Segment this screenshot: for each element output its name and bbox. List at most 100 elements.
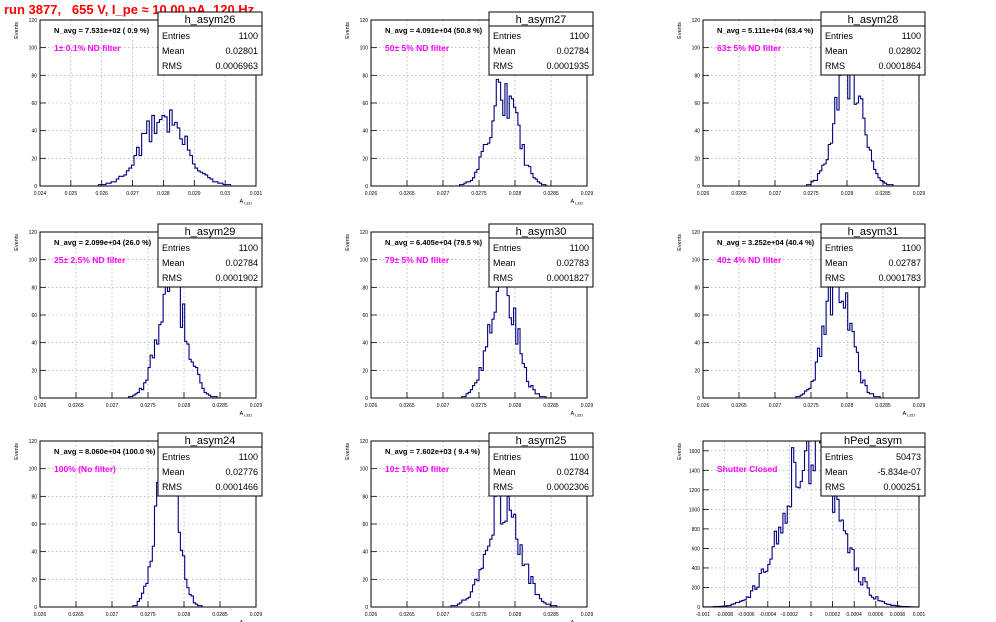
x-tick-label: 0.026 xyxy=(365,612,378,618)
y-tick-label: 80 xyxy=(694,73,700,79)
y-axis-title: Events xyxy=(14,443,20,460)
navg-label: N_avg = 6.405e+04 (79.5 %) xyxy=(385,238,483,247)
stats-box xyxy=(488,223,594,288)
x-tick-label: 0.029 xyxy=(913,191,926,197)
stats-value: 1100 xyxy=(239,452,258,462)
x-tick-label: 0.0002 xyxy=(825,612,841,618)
stats-label: RMS xyxy=(162,61,182,71)
stats-label: RMS xyxy=(162,273,182,283)
x-tick-label: 0.026 xyxy=(697,403,710,409)
x-tick-label: 0.0265 xyxy=(68,612,84,618)
histogram-name: h_asym30 xyxy=(516,226,567,238)
filter-label: 1± 0.1% ND filter xyxy=(54,43,121,53)
x-tick-label: 0.027 xyxy=(126,191,139,197)
y-tick-label: 40 xyxy=(694,129,700,135)
stats-label: RMS xyxy=(825,273,845,283)
stats-value: 0.02802 xyxy=(888,46,921,56)
stats-label: Mean xyxy=(493,467,516,477)
histogram-line xyxy=(702,440,920,608)
x-tick-label: 0.0275 xyxy=(140,403,156,409)
histogram-panel-h_asym29: 0 20 40 60 80 100 120 0.026 0.0265 0.027 0.0275 0.0… xyxy=(14,223,263,418)
x-tick-label: 0.028 xyxy=(841,403,854,409)
y-tick-label: 20 xyxy=(362,577,368,583)
y-tick-label: 120 xyxy=(360,230,369,236)
y-axis-title: Events xyxy=(677,22,683,39)
x-tick-label: 0.029 xyxy=(581,191,594,197)
stats-label: RMS xyxy=(825,61,845,71)
stats-label: Entries xyxy=(493,452,522,462)
x-tick-label: 0.0285 xyxy=(875,191,891,197)
y-tick-label: 20 xyxy=(31,156,37,162)
histogram-name: h_asym31 xyxy=(848,226,899,238)
stats-label: Entries xyxy=(162,243,191,253)
filter-label: 50± 5% ND filter xyxy=(385,43,450,53)
stats-value: 0.0006963 xyxy=(215,61,258,71)
x-tick-label: 0.0275 xyxy=(803,191,819,197)
y-tick-label: 1000 xyxy=(689,507,700,513)
histogram-name: h_asym29 xyxy=(185,226,236,238)
y-tick-label: 120 xyxy=(692,230,701,236)
y-tick-label: 60 xyxy=(694,313,700,319)
stats-label: RMS xyxy=(825,482,845,492)
x-tick-label: 0.0265 xyxy=(731,191,747,197)
y-axis-title: Events xyxy=(345,234,351,251)
stats-value: 0.02776 xyxy=(225,467,258,477)
x-axis-title: ALED xyxy=(903,411,916,418)
filter-label: 79± 5% ND filter xyxy=(385,255,450,265)
y-tick-label: 0 xyxy=(697,396,700,402)
x-tick-label: 0.0275 xyxy=(471,191,487,197)
navg-label: N_avg = 8.060e+04 (100.0 %) xyxy=(54,447,156,456)
x-tick-label: 0.027 xyxy=(106,403,119,409)
x-tick-label: 0.0265 xyxy=(68,403,84,409)
x-tick-label: 0.029 xyxy=(250,403,263,409)
stats-value: 0.02787 xyxy=(888,258,921,268)
stats-value: 0.000251 xyxy=(883,482,921,492)
y-tick-label: 80 xyxy=(362,494,368,500)
x-tick-label: 0.0285 xyxy=(543,612,559,618)
histogram-name: h_asym27 xyxy=(516,14,567,26)
x-tick-label: 0.028 xyxy=(509,403,522,409)
stats-label: Entries xyxy=(493,243,522,253)
x-tick-label: 0.024 xyxy=(34,191,47,197)
navg-label: N_avg = 7.602e+03 ( 9.4 %) xyxy=(385,447,481,456)
y-tick-label: 60 xyxy=(694,101,700,107)
x-tick-label: 0.027 xyxy=(437,191,450,197)
stats-box xyxy=(157,11,263,76)
histogram-panel-h_asym28: 0 20 40 60 80 100 120 0.026 0.0265 0.027 0.0275 0.0… xyxy=(677,11,926,197)
y-tick-label: 100 xyxy=(29,46,38,52)
stats-value: 1100 xyxy=(570,31,589,41)
stats-value: 1100 xyxy=(239,243,258,253)
y-tick-label: 0 xyxy=(34,184,37,190)
y-tick-label: 80 xyxy=(694,285,700,291)
x-tick-label: 0 xyxy=(810,612,813,618)
filter-label: 63± 5% ND filter xyxy=(717,43,782,53)
y-tick-label: 40 xyxy=(694,341,700,347)
stats-value: 50473 xyxy=(896,452,921,462)
filter-label: 100% (No filter) xyxy=(54,464,116,474)
filter-label: 10± 1% ND filter xyxy=(385,464,450,474)
y-tick-label: 80 xyxy=(31,285,37,291)
x-tick-label: 0.031 xyxy=(250,191,263,197)
x-tick-label: 0.026 xyxy=(365,191,378,197)
y-tick-label: 60 xyxy=(31,522,37,528)
stats-label: RMS xyxy=(493,482,513,492)
histogram-panel-h_asym31: 0 20 40 60 80 100 120 0.026 0.0265 0.027 0.0275 0.0… xyxy=(677,223,926,418)
x-tick-label: 0.001 xyxy=(913,612,926,618)
y-tick-label: 60 xyxy=(362,313,368,319)
stats-label: Mean xyxy=(493,258,516,268)
stats-label: RMS xyxy=(162,482,182,492)
stats-label: Entries xyxy=(162,452,191,462)
x-axis-title: ALED xyxy=(240,411,253,418)
y-tick-label: 40 xyxy=(31,341,37,347)
x-axis-title: ALED xyxy=(571,411,584,418)
stats-label: Mean xyxy=(825,467,848,477)
y-tick-label: 1400 xyxy=(689,468,700,474)
y-tick-label: 100 xyxy=(29,258,38,264)
x-tick-label: 0.0004 xyxy=(847,612,863,618)
x-tick-label: 0.028 xyxy=(157,191,170,197)
stats-value: 1100 xyxy=(902,31,921,41)
stats-value: 0.0001466 xyxy=(215,482,258,492)
y-tick-label: 20 xyxy=(362,368,368,374)
y-tick-label: 0 xyxy=(697,184,700,190)
